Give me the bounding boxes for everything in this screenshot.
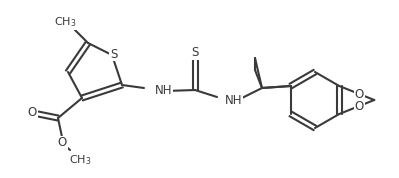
Text: S: S bbox=[110, 48, 118, 61]
Text: NH: NH bbox=[155, 85, 172, 98]
Text: O: O bbox=[355, 88, 364, 101]
Text: O: O bbox=[28, 106, 37, 119]
Text: CH$_3$: CH$_3$ bbox=[54, 15, 76, 29]
Text: NH: NH bbox=[225, 95, 243, 108]
Text: O: O bbox=[355, 100, 364, 112]
Text: O: O bbox=[57, 137, 67, 150]
Text: S: S bbox=[191, 46, 199, 59]
Text: CH$_3$: CH$_3$ bbox=[69, 153, 91, 167]
